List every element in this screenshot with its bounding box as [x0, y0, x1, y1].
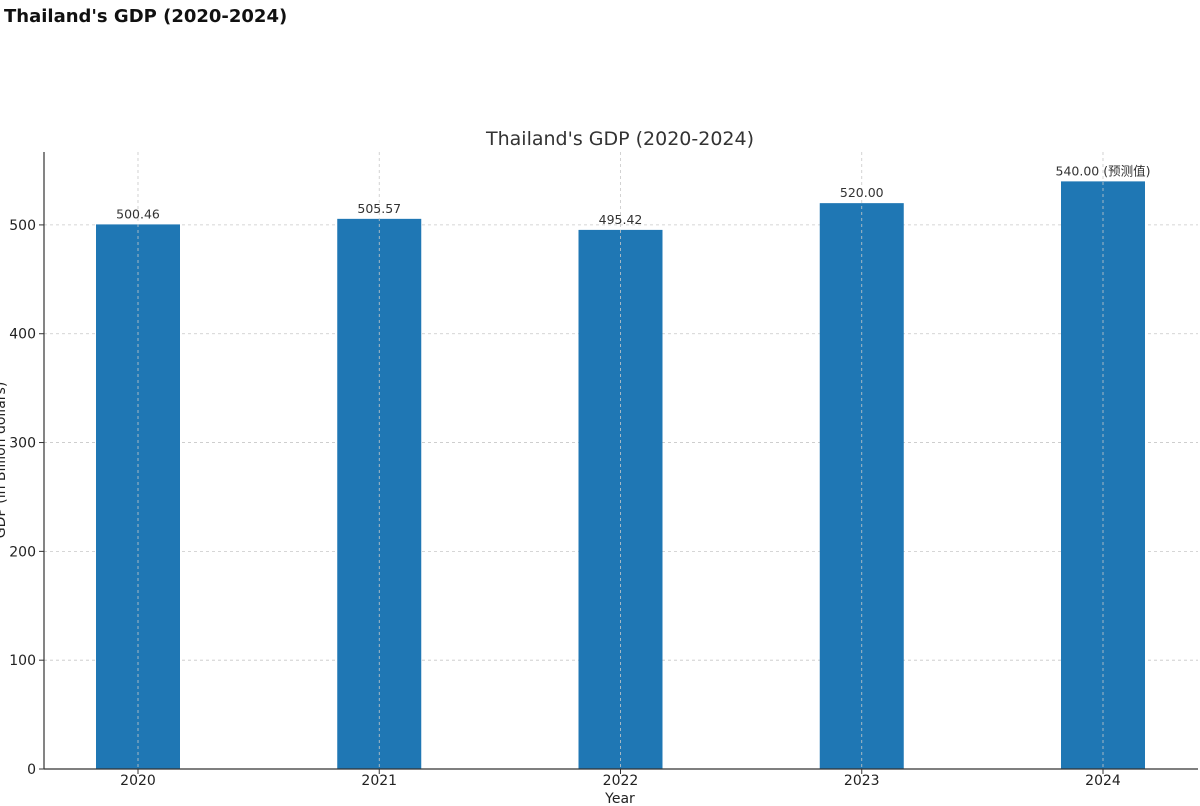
y-tick-label: 200	[9, 544, 36, 560]
chart-title: Thailand's GDP (2020-2024)	[485, 128, 754, 150]
x-tick-label-2021: 2021	[361, 773, 397, 789]
bar-2023	[819, 203, 904, 769]
x-tick-label-2022: 2022	[603, 773, 639, 789]
y-tick-label: 400	[9, 327, 36, 343]
data-label-2024: 540.00 (预测值)	[1056, 163, 1151, 178]
data-label-2023: 520.00	[840, 185, 884, 200]
y-tick-label: 100	[9, 653, 36, 669]
x-axis-label: Year	[604, 791, 635, 806]
y-tick-label: 300	[9, 436, 36, 452]
bar-layer	[96, 152, 1145, 770]
page-heading: Thailand's GDP (2020-2024)	[4, 6, 288, 27]
x-tick-label-2023: 2023	[844, 773, 880, 789]
data-label-2021: 505.57	[357, 201, 401, 216]
data-label-2022: 495.42	[599, 212, 643, 227]
y-axis-label: GDP (in Billion dollars)	[0, 382, 9, 539]
label-layer: 500.46 505.57 495.42 520.00 540.00 (预测值)	[116, 163, 1150, 227]
bar-2022	[578, 229, 663, 770]
x-tick-label-2020: 2020	[120, 773, 156, 789]
y-tick-label: 500	[9, 218, 36, 234]
y-tick-label: 0	[27, 762, 36, 778]
tick-layer: 0 100 200 300 400 500 2020 2021 2022 2023 2024	[9, 218, 1121, 789]
data-label-2020: 500.46	[116, 206, 160, 221]
x-tick-label-2024: 2024	[1085, 773, 1121, 789]
